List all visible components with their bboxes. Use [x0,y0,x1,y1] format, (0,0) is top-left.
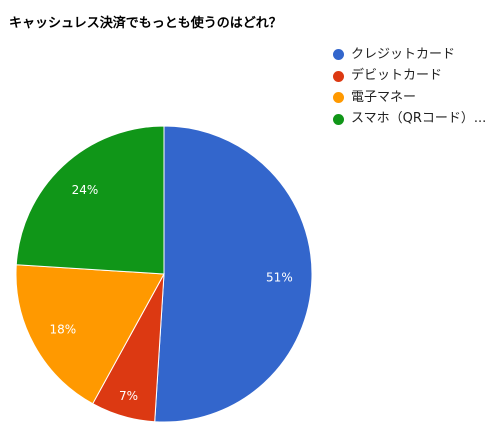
chart-legend: クレジットカード デビットカード 電子マネー スマホ（QRコード）... [333,44,486,130]
legend-label-smartphone-qr: スマホ（QRコード）... [351,111,487,127]
legend-label-e-money: 電子マネー [351,89,417,105]
legend-item-debit-card[interactable]: デビットカード [333,66,486,88]
chart-title: キャッシュレス決済でもっとも使うのはどれ？ [9,16,282,31]
legend-label-credit-card: クレジットカード [351,46,456,62]
legend-item-credit-card[interactable]: クレジットカード [333,44,486,66]
slice-label-debit-card: 7% [119,389,138,403]
legend-swatch-credit-card [333,49,344,61]
legend-swatch-debit-card [333,70,344,82]
pie-slice-e-money[interactable] [15,264,165,405]
slice-label-e-money: 18% [50,323,77,337]
pie-slice-smartphone-qr[interactable] [15,125,165,275]
legend-swatch-e-money [333,92,344,104]
slice-label-smartphone-qr: 24% [72,183,99,197]
slice-label-credit-card: 51% [266,271,293,285]
legend-item-smartphone-qr[interactable]: スマホ（QRコード）... [333,109,486,131]
legend-item-e-money[interactable]: 電子マネー [333,87,486,109]
legend-swatch-smartphone-qr [333,113,344,125]
legend-label-debit-card: デビットカード [351,68,443,84]
pie-slice-credit-card[interactable] [154,125,313,423]
